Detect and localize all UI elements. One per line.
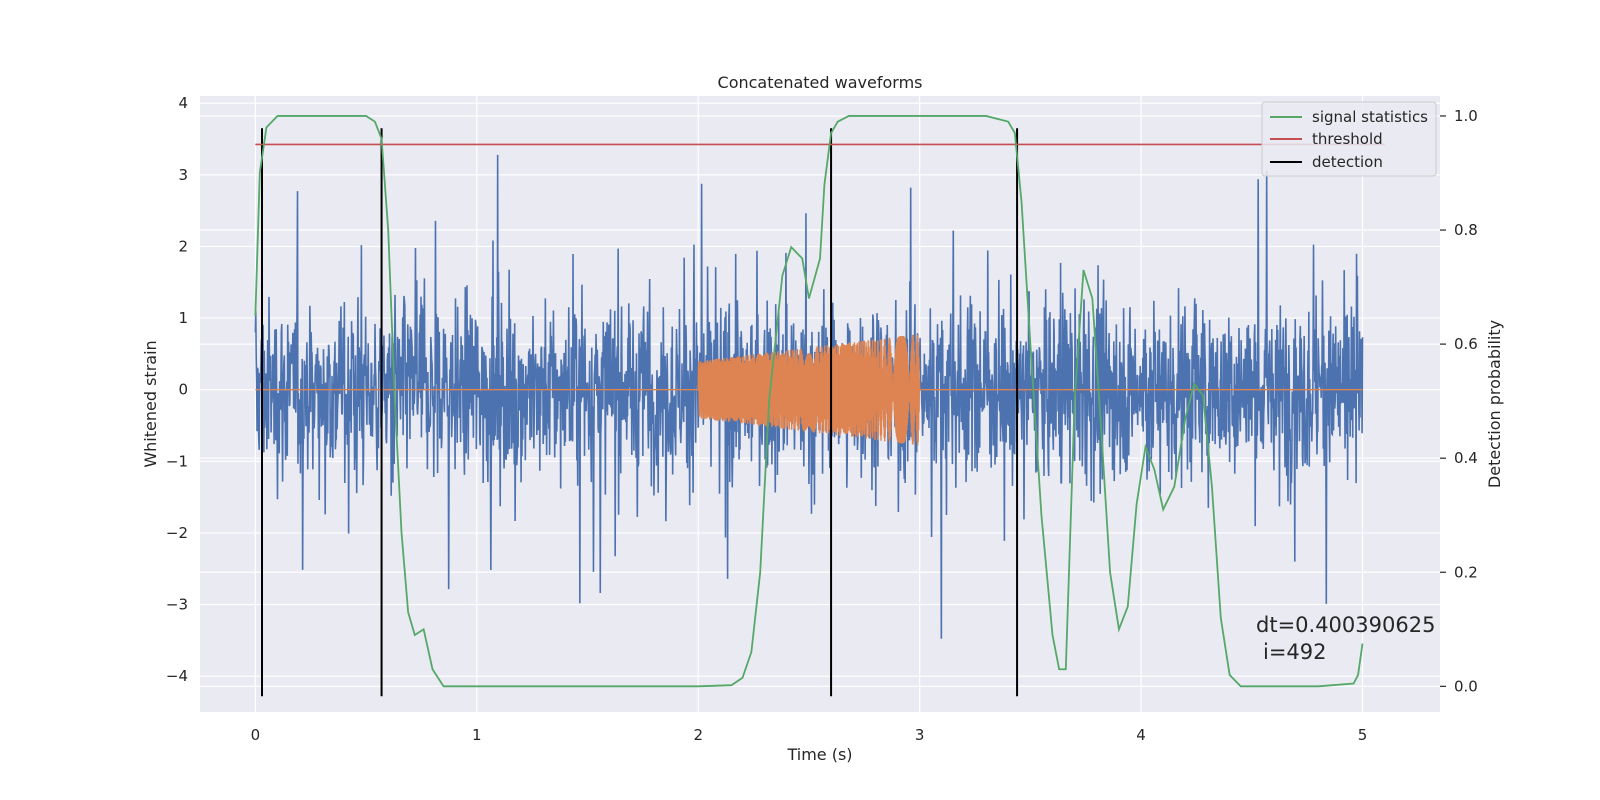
y-tick-label: −1 — [166, 452, 188, 470]
x-tick-label: 3 — [915, 726, 925, 744]
chart-title: Concatenated waveforms — [718, 73, 923, 92]
x-tick-label: 1 — [472, 726, 482, 744]
x-tick-label: 4 — [1136, 726, 1146, 744]
detection-lines — [261, 128, 1019, 697]
y-tick-label: −4 — [166, 667, 188, 685]
y2-tick-label: 0.8 — [1454, 221, 1478, 239]
legend-label-signal-statistics: signal statistics — [1312, 108, 1428, 126]
y2-axis-title: Detection probability — [1485, 320, 1504, 488]
whitened-strain-series — [254, 154, 1364, 639]
y-tick-label: 4 — [178, 94, 188, 112]
signal-statistics-series — [254, 115, 1364, 688]
x-tick-label: 5 — [1358, 726, 1368, 744]
x-tick-label: 0 — [251, 726, 261, 744]
y-axis-ticks: −4 −3 −2 −1 0 1 2 3 4 — [166, 94, 188, 685]
y-tick-label: −2 — [166, 524, 188, 542]
y2-tick-label: 0.2 — [1454, 563, 1478, 581]
legend-box — [1261, 101, 1437, 177]
y2-tick-label: 1.0 — [1454, 107, 1478, 125]
legend-label-threshold: threshold — [1312, 130, 1383, 148]
annotation-index: i=492 — [1263, 640, 1327, 664]
y-tick-label: 1 — [178, 309, 188, 327]
annotation-dt: dt=0.400390625 — [1256, 613, 1435, 637]
y-tick-label: 3 — [178, 166, 188, 184]
x-tick-label: 2 — [693, 726, 703, 744]
y-tick-label: 2 — [178, 237, 188, 255]
x-axis-title: Time (s) — [786, 745, 852, 764]
y-tick-label: 0 — [178, 381, 188, 399]
y2-tick-label: 0.0 — [1454, 677, 1478, 695]
y2-tick-label: 0.4 — [1454, 449, 1478, 467]
legend: signal statistics threshold detection — [1261, 101, 1437, 177]
y-axis-title: Whitened strain — [141, 340, 160, 467]
y-tick-label: −3 — [166, 596, 188, 614]
y2-axis-ticks: 0.0 0.2 0.4 0.6 0.8 1.0 — [1440, 107, 1478, 695]
y2-tick-label: 0.6 — [1454, 335, 1478, 353]
injected-waveform-series — [255, 334, 1363, 446]
x-axis-ticks: 0 1 2 3 4 5 — [251, 726, 1368, 744]
legend-label-detection: detection — [1312, 153, 1383, 171]
